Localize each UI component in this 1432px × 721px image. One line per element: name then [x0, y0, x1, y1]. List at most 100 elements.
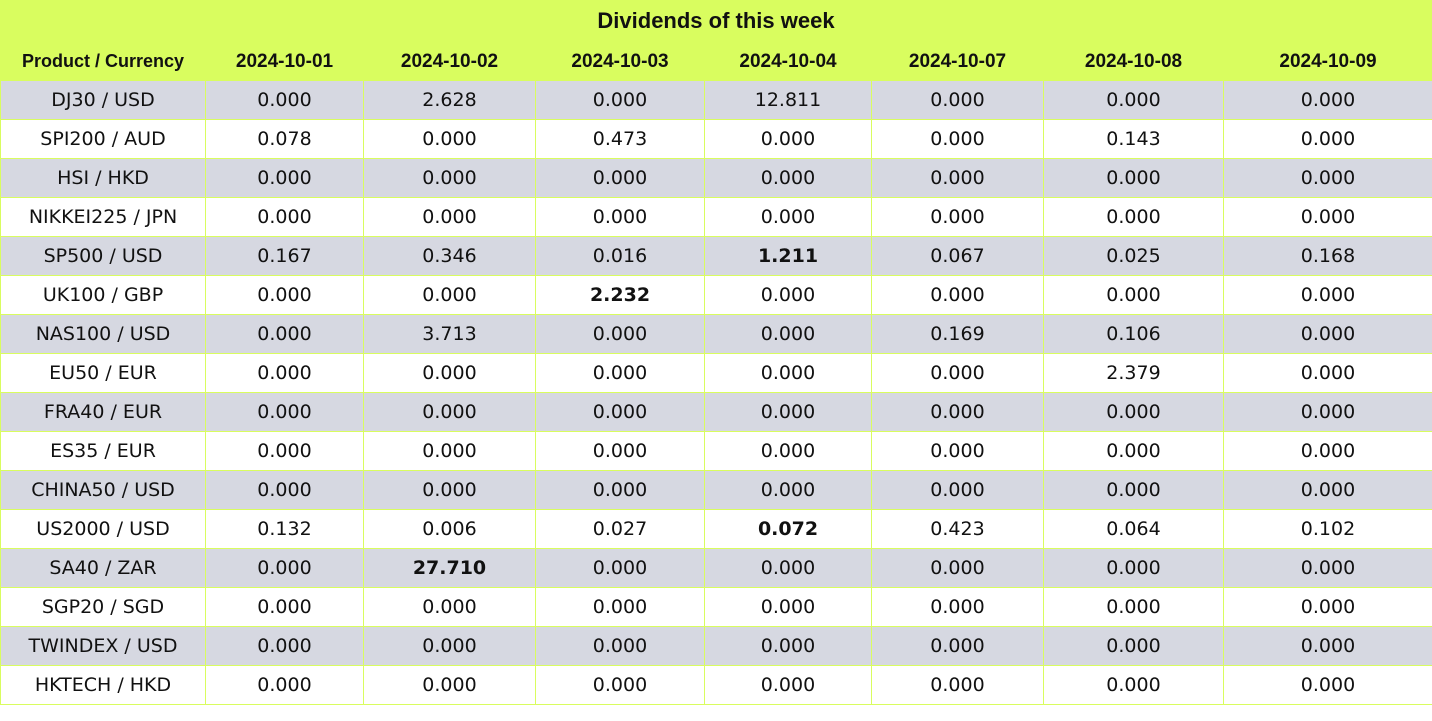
table-row: UK100 / GBP 0.000 0.000 2.232 0.000 0.000 0.00… — [0, 275, 1432, 315]
dividend-value-cell: 0.000 — [704, 158, 872, 198]
table-row: CHINA50 / USD 0.000 0.000 0.000 0.000 0.000 0.… — [0, 470, 1432, 510]
dividend-value-cell: 0.000 — [1223, 431, 1432, 471]
dividend-value-cell: 0.346 — [363, 236, 536, 276]
dividends-table: Product / Currency 2024-10-01 2024-10-02 2… — [0, 42, 1432, 705]
dividend-value-cell: 3.713 — [363, 314, 536, 354]
dividend-value-cell: 0.000 — [363, 587, 536, 627]
dividend-value-cell: 0.000 — [704, 548, 872, 588]
table-title: Dividends of this week — [0, 0, 1432, 42]
dividend-value-cell: 0.000 — [871, 392, 1044, 432]
dividend-value-cell: 0.169 — [871, 314, 1044, 354]
dividend-value-cell: 0.000 — [1223, 392, 1432, 432]
product-cell: NIKKEI225 / JPN — [0, 197, 206, 237]
dividend-value-cell: 0.000 — [871, 158, 1044, 198]
date-column-header: 2024-10-02 — [363, 42, 536, 81]
dividend-value-cell: 0.078 — [205, 119, 364, 159]
product-cell: EU50 / EUR — [0, 353, 206, 393]
dividend-value-cell: 0.000 — [1043, 587, 1224, 627]
product-column-header: Product / Currency — [0, 42, 206, 81]
dividend-value-cell: 0.000 — [205, 275, 364, 315]
date-column-header: 2024-10-07 — [871, 42, 1044, 81]
table-row: US2000 / USD 0.132 0.006 0.027 0.072 0.423 0.0… — [0, 509, 1432, 549]
product-cell: NAS100 / USD — [0, 314, 206, 354]
dividend-value-cell: 0.000 — [1043, 197, 1224, 237]
dividend-value-cell: 0.000 — [704, 197, 872, 237]
dividend-value-cell: 0.000 — [1043, 470, 1224, 510]
dividend-value-cell: 0.000 — [205, 587, 364, 627]
date-column-header: 2024-10-08 — [1043, 42, 1224, 81]
dividend-value-cell: 0.000 — [871, 431, 1044, 471]
dividend-value-cell: 0.000 — [363, 275, 536, 315]
dividend-value-cell: 0.000 — [205, 392, 364, 432]
dividend-value-cell: 0.102 — [1223, 509, 1432, 549]
dividend-value-cell: 0.000 — [535, 626, 705, 666]
date-column-header: 2024-10-09 — [1223, 42, 1432, 81]
dividend-value-cell: 0.000 — [363, 665, 536, 705]
dividend-value-cell: 0.000 — [1043, 392, 1224, 432]
dividend-value-cell: 0.000 — [363, 626, 536, 666]
dividend-value-cell: 0.000 — [535, 80, 705, 120]
dividend-value-cell: 0.000 — [205, 197, 364, 237]
dividend-value-cell: 0.000 — [871, 197, 1044, 237]
product-cell: HSI / HKD — [0, 158, 206, 198]
dividend-value-cell: 0.000 — [363, 470, 536, 510]
dividend-value-cell: 2.628 — [363, 80, 536, 120]
dividend-value-cell: 0.000 — [535, 665, 705, 705]
dividend-value-cell: 0.000 — [1043, 665, 1224, 705]
product-cell: DJ30 / USD — [0, 80, 206, 120]
dividend-value-cell: 0.000 — [1223, 548, 1432, 588]
dividend-value-cell: 0.000 — [704, 314, 872, 354]
dividend-value-cell: 0.000 — [535, 353, 705, 393]
dividend-value-cell: 0.000 — [704, 587, 872, 627]
dividend-value-cell: 0.000 — [535, 548, 705, 588]
dividend-value-cell: 0.000 — [535, 197, 705, 237]
dividend-value-cell: 0.423 — [871, 509, 1044, 549]
dividend-value-cell: 0.000 — [535, 314, 705, 354]
dividend-value-cell: 0.000 — [1043, 275, 1224, 315]
product-cell: UK100 / GBP — [0, 275, 206, 315]
dividend-value-cell: 0.006 — [363, 509, 536, 549]
dividend-value-cell: 0.000 — [1223, 314, 1432, 354]
dividend-value-cell: 0.000 — [1223, 587, 1432, 627]
product-cell: TWINDEX / USD — [0, 626, 206, 666]
dividend-value-cell: 0.000 — [205, 470, 364, 510]
dividend-value-cell: 0.064 — [1043, 509, 1224, 549]
product-cell: CHINA50 / USD — [0, 470, 206, 510]
dividend-value-cell: 0.000 — [363, 431, 536, 471]
dividend-value-cell: 0.000 — [205, 314, 364, 354]
dividend-value-cell: 0.473 — [535, 119, 705, 159]
dividend-value-cell: 0.000 — [704, 665, 872, 705]
dividend-value-cell: 0.000 — [871, 626, 1044, 666]
date-column-header: 2024-10-04 — [704, 42, 872, 81]
dividend-value-cell: 0.000 — [871, 119, 1044, 159]
table-row: DJ30 / USD 0.000 2.628 0.000 12.811 0.000 0.00… — [0, 80, 1432, 120]
dividend-value-cell: 0.000 — [871, 665, 1044, 705]
dividend-value-cell: 0.168 — [1223, 236, 1432, 276]
dividend-value-cell: 0.000 — [363, 158, 536, 198]
table-row: NAS100 / USD 0.000 3.713 0.000 0.000 0.169 0.1… — [0, 314, 1432, 354]
dividend-value-cell: 0.027 — [535, 509, 705, 549]
dividend-value-cell: 0.132 — [205, 509, 364, 549]
dividend-value-cell: 0.000 — [363, 353, 536, 393]
dividend-value-cell: 0.000 — [1223, 665, 1432, 705]
dividend-value-cell: 0.000 — [363, 392, 536, 432]
table-row: NIKKEI225 / JPN 0.000 0.000 0.000 0.000 0.000… — [0, 197, 1432, 237]
product-cell: SA40 / ZAR — [0, 548, 206, 588]
dividend-value-cell: 0.000 — [1043, 431, 1224, 471]
dividend-value-cell: 0.000 — [871, 353, 1044, 393]
dividend-value-cell: 0.000 — [1043, 80, 1224, 120]
dividend-value-cell: 0.000 — [205, 80, 364, 120]
dividend-value-cell: 0.000 — [205, 431, 364, 471]
table-row: HKTECH / HKD 0.000 0.000 0.000 0.000 0.000 0.0… — [0, 665, 1432, 705]
table-row: EU50 / EUR 0.000 0.000 0.000 0.000 0.000 2.379… — [0, 353, 1432, 393]
dividend-value-cell: 27.710 — [363, 548, 536, 588]
product-cell: SPI200 / AUD — [0, 119, 206, 159]
product-cell: SP500 / USD — [0, 236, 206, 276]
dividend-value-cell: 0.000 — [704, 119, 872, 159]
dividend-value-cell: 0.000 — [704, 275, 872, 315]
table-row: SP500 / USD 0.167 0.346 0.016 1.211 0.067 0.02… — [0, 236, 1432, 276]
dividend-value-cell: 0.000 — [871, 470, 1044, 510]
dividend-value-cell: 0.000 — [871, 80, 1044, 120]
dividend-value-cell: 0.000 — [535, 158, 705, 198]
